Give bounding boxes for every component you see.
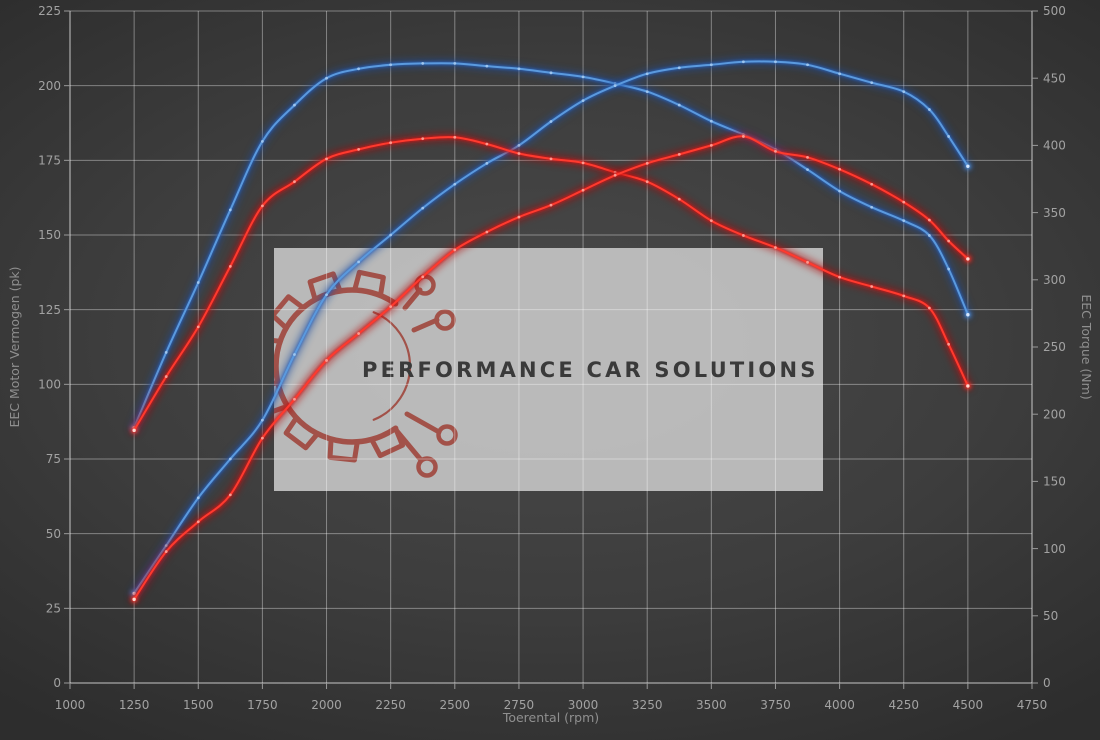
- watermark-text: PERFORMANCE CAR SOLUTIONS: [362, 358, 819, 382]
- x-tick-label: 3500: [696, 698, 727, 712]
- series-blue-power-markers: [132, 60, 970, 595]
- series-red-power-markers: [132, 135, 970, 601]
- x-tick-label: 2250: [375, 698, 406, 712]
- y-left-tick-label: 150: [38, 228, 61, 242]
- x-tick-label: 4750: [1017, 698, 1048, 712]
- tick-marks: [64, 10, 1038, 689]
- x-axis-title: Toerental (rpm): [502, 710, 599, 725]
- y-left-tick-label: 200: [38, 79, 61, 93]
- tick-labels: 1000 1250 1500 1750 2000 2250 2500 2750 3000 3250…: [38, 4, 1066, 712]
- y-right-tick-label: 250: [1043, 340, 1066, 354]
- y-left-tick-label: 125: [38, 303, 61, 317]
- x-tick-label: 1250: [119, 698, 150, 712]
- y-right-tick-label: 450: [1043, 71, 1066, 85]
- y-left-tick-label: 0: [53, 676, 61, 690]
- series-blue-power: [129, 56, 973, 598]
- y-right-tick-label: 500: [1043, 4, 1066, 18]
- x-tick-label: 3750: [760, 698, 791, 712]
- y-right-tick-label: 350: [1043, 206, 1066, 220]
- series-blue-torque: [129, 58, 973, 433]
- x-tick-label: 2000: [311, 698, 342, 712]
- y-right-tick-label: 400: [1043, 139, 1066, 153]
- y-left-tick-label: 25: [46, 602, 61, 616]
- watermark: PERFORMANCE CAR SOLUTIONS: [274, 248, 823, 491]
- x-tick-label: 4500: [953, 698, 984, 712]
- x-tick-label: 1500: [183, 698, 214, 712]
- series-red-torque-markers: [132, 135, 970, 432]
- x-tick-label: 3250: [632, 698, 663, 712]
- y-right-tick-label: 150: [1043, 475, 1066, 489]
- x-tick-label: 3000: [568, 698, 599, 712]
- x-tick-label: 2500: [440, 698, 471, 712]
- y-right-tick-label: 100: [1043, 542, 1066, 556]
- y-left-axis-title: EEC Motor Vermogen (pk): [7, 266, 22, 427]
- x-tick-label: 2750: [504, 698, 535, 712]
- y-left-tick-label: 175: [38, 154, 61, 168]
- y-left-tick-label: 225: [38, 4, 61, 18]
- y-left-tick-label: 75: [46, 452, 61, 466]
- y-left-tick-label: 50: [46, 527, 61, 541]
- y-right-axis-title: EEC Torque (Nm): [1079, 294, 1094, 399]
- gridlines: [69, 10, 1033, 684]
- x-tick-label: 4000: [824, 698, 855, 712]
- series-red-torque: [129, 132, 973, 435]
- y-left-tick-label: 100: [38, 378, 61, 392]
- x-tick-label: 4250: [888, 698, 919, 712]
- y-right-tick-label: 50: [1043, 609, 1058, 623]
- x-tick-label: 1000: [55, 698, 86, 712]
- series-red-power: [129, 131, 973, 604]
- y-right-tick-label: 300: [1043, 273, 1066, 287]
- axes-frame: [69, 11, 1033, 684]
- x-tick-label: 1750: [247, 698, 278, 712]
- y-right-tick-label: 200: [1043, 407, 1066, 421]
- y-right-tick-label: 0: [1043, 676, 1051, 690]
- watermark-gear-logo-icon: [274, 269, 458, 478]
